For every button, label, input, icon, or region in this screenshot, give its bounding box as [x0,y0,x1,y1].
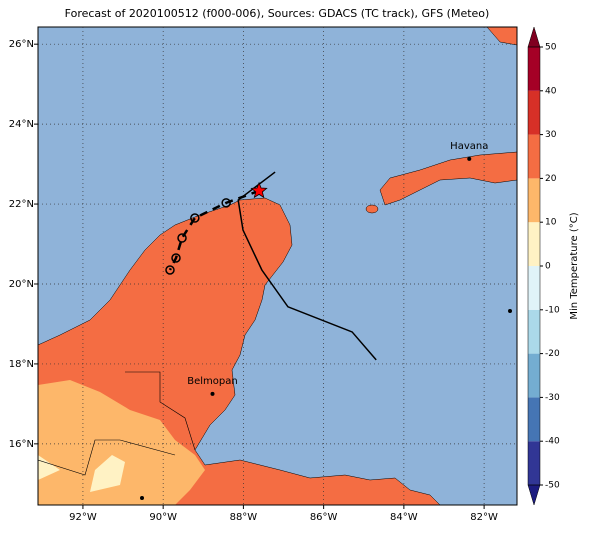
colorbar-bin [528,353,540,398]
map-area [38,27,517,505]
colorbar-tick-label: -50 [545,481,560,491]
colorbar-tick-label: -30 [545,393,560,403]
y-tick-label: 26°N [9,39,34,50]
land-island [365,204,379,214]
x-tick-label: 82°W [470,512,498,523]
x-tick-label: 90°W [149,512,177,523]
colorbar-tick-label: 10 [545,218,557,228]
colorbar-bin [528,222,540,266]
city-label: Belmopan [187,376,237,387]
y-tick-label: 18°N [9,359,34,370]
city-dot [508,309,512,313]
current-position [250,181,268,199]
y-tick-label: 16°N [9,439,34,450]
x-tick-label: 88°W [230,512,258,523]
chart-title: Forecast of 2020100512 (f000-006), Sourc… [65,7,490,20]
colorbar-bin [528,441,540,485]
colorbar-extend [527,484,541,506]
colorbar-tick-label: 40 [545,86,557,96]
land-florida [486,27,517,46]
colorbar-tick-label: 20 [545,174,557,184]
x-tick-label: 92°W [69,512,97,523]
city-dot [210,391,215,396]
track-symbol [221,198,231,208]
colorbar-tick-label: -10 [545,305,560,315]
colorbar-tick-label: 30 [545,130,557,140]
map-frame [37,26,518,506]
track-symbol [177,233,187,243]
colorbar-tick-label: -20 [545,349,560,359]
track-forecast [168,189,260,271]
x-tick-label: 86°W [310,512,338,523]
border [38,439,176,476]
colorbar-bin [528,397,540,442]
land-warm-zone [38,380,205,505]
city-dot [467,156,472,161]
colorbar-tick-label: 0 [545,262,551,272]
land-cool-zone [38,455,60,480]
x-tick-label: 84°W [390,512,418,523]
y-tick-label: 20°N [9,279,34,290]
colorbar: -50 -40 -30 -20 -10 0 10 20 30 40 50 [527,26,560,506]
colorbar-extend [527,26,541,48]
colorbar-bin [528,90,540,135]
colorbar-bin [528,266,540,310]
colorbar-bin [528,134,540,179]
track-symbol [171,253,181,263]
city-label: Havana [450,141,488,152]
city-dot [140,496,144,500]
y-tick-label: 24°N [9,119,34,130]
track-symbol [190,213,200,223]
y-tick-label: 22°N [9,199,34,210]
border [125,371,196,451]
colorbar-label: Min Temperature (°C) [569,212,580,319]
colorbar-tick-label: -40 [545,437,560,447]
colorbar-bin [528,47,540,91]
track-symbol [165,265,175,275]
track-observed [237,171,377,361]
colorbar-tick-label: 50 [545,43,557,53]
colorbar-bin [528,178,540,223]
land-cool-zone [90,455,125,492]
colorbar-bin [528,309,540,354]
land-cuba [379,151,517,206]
